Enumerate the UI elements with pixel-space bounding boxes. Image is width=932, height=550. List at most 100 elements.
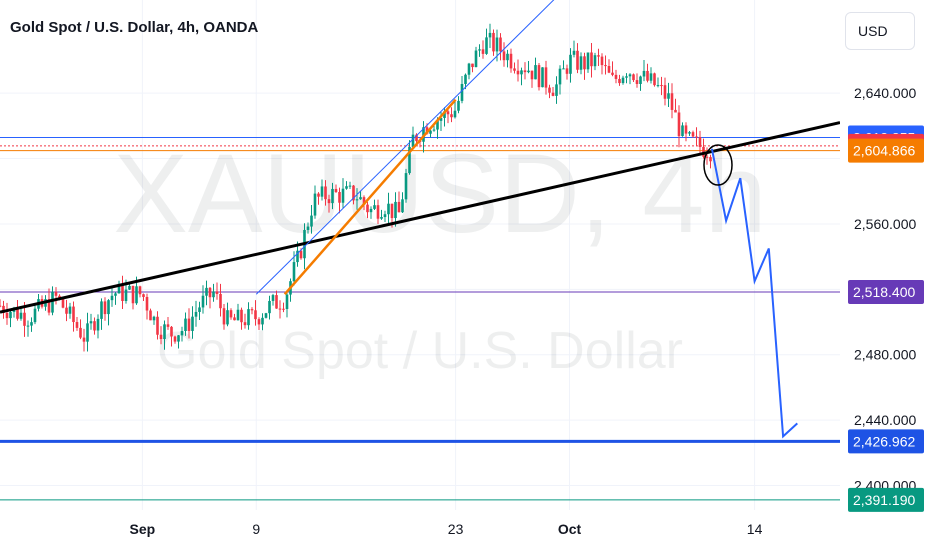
candle-body: [614, 74, 618, 79]
candle-body: [537, 65, 541, 88]
candle-body: [597, 55, 600, 57]
candle-body: [506, 53, 509, 61]
candle-body: [516, 70, 520, 75]
candle-body: [478, 49, 481, 51]
candle-body: [457, 100, 460, 111]
y-tick-label: 2,440.000: [854, 412, 916, 428]
candle-body: [317, 193, 320, 197]
candle-body: [226, 310, 229, 325]
candle-body: [131, 285, 135, 304]
price-tags: 2,612.8552,607.7352,604.8662,518.4002,42…: [848, 125, 924, 512]
candle-body: [401, 199, 404, 213]
price-tag: [848, 429, 924, 454]
candle-body: [380, 217, 383, 219]
candle-body: [23, 312, 26, 326]
candle-body: [359, 197, 362, 200]
candle-body: [142, 294, 145, 297]
candle-body: [600, 56, 604, 66]
candle-body: [30, 322, 33, 326]
candle-body: [527, 70, 530, 73]
candle-body: [254, 310, 257, 320]
candle-body: [135, 286, 138, 304]
candle-body: [611, 72, 614, 75]
candle-body: [576, 50, 579, 70]
candle-body: [355, 199, 359, 201]
candle-body: [366, 204, 369, 213]
candle-body: [509, 53, 513, 69]
candle-body: [261, 317, 264, 325]
candle-body: [677, 112, 681, 137]
candle-body: [191, 316, 194, 331]
price-tag: [848, 279, 924, 304]
candle-body: [408, 146, 411, 174]
candle-body: [145, 296, 149, 311]
candle-body: [460, 83, 464, 101]
candle-body: [54, 291, 58, 296]
candle-body: [394, 201, 397, 219]
candle-body: [502, 51, 506, 61]
candle-body: [82, 337, 86, 342]
candle-body: [362, 197, 366, 205]
candle-body: [670, 93, 674, 110]
candle-body: [499, 37, 502, 52]
candle-body: [236, 309, 240, 321]
price-tag: [848, 138, 924, 163]
trendline: [283, 98, 457, 296]
price-axis-bg: [840, 0, 932, 550]
price-tag: [848, 487, 924, 512]
candle-body: [163, 324, 166, 340]
candle-body: [0, 305, 2, 307]
candle-body: [590, 52, 593, 67]
candle-body: [19, 312, 23, 319]
candle-body: [9, 311, 12, 319]
candle-body: [278, 308, 282, 310]
candle-body: [474, 50, 478, 68]
candle-body: [373, 205, 376, 209]
price-tag-label: 2,391.190: [853, 492, 915, 508]
candle-body: [446, 111, 450, 115]
candle-body: [513, 68, 516, 71]
candle-body: [320, 186, 324, 197]
x-tick-label: 23: [448, 521, 464, 537]
candle-body: [558, 68, 562, 85]
candle-body: [681, 125, 684, 137]
candle-body: [194, 311, 198, 317]
candle-body: [208, 287, 212, 298]
candle-body: [51, 291, 54, 313]
candle-body: [387, 203, 390, 215]
trendline: [255, 0, 555, 295]
candle-body: [663, 85, 667, 99]
candle-body: [110, 295, 114, 301]
candle-body: [121, 283, 124, 301]
candle-body: [555, 84, 558, 96]
candle-body: [86, 323, 89, 342]
candle-body: [47, 299, 51, 313]
watermark-name: Gold Spot / U.S. Dollar: [157, 322, 683, 380]
candle-body: [114, 293, 117, 296]
candle-body: [530, 70, 534, 80]
candle-body: [593, 55, 597, 67]
candle-body: [264, 313, 268, 318]
candle-body: [58, 295, 61, 298]
candle-body: [33, 308, 37, 323]
candle-body: [709, 157, 712, 162]
candle-body: [65, 307, 68, 314]
candle-body: [331, 188, 334, 204]
candle-body: [72, 306, 75, 323]
candle-body: [257, 319, 261, 325]
currency-button[interactable]: USD: [845, 12, 915, 50]
candle-body: [282, 308, 285, 310]
candle-body: [79, 327, 82, 338]
candle-body: [247, 309, 250, 326]
candle-body: [639, 76, 642, 84]
candle-body: [607, 65, 611, 73]
candle-body: [523, 70, 527, 73]
price-tag-label: 2,518.400: [853, 284, 915, 300]
candle-body: [324, 186, 327, 200]
candle-body: [488, 32, 492, 38]
candle-body: [215, 291, 219, 294]
candle-body: [369, 208, 373, 213]
candle-body: [632, 74, 635, 81]
candle-body: [642, 70, 646, 77]
